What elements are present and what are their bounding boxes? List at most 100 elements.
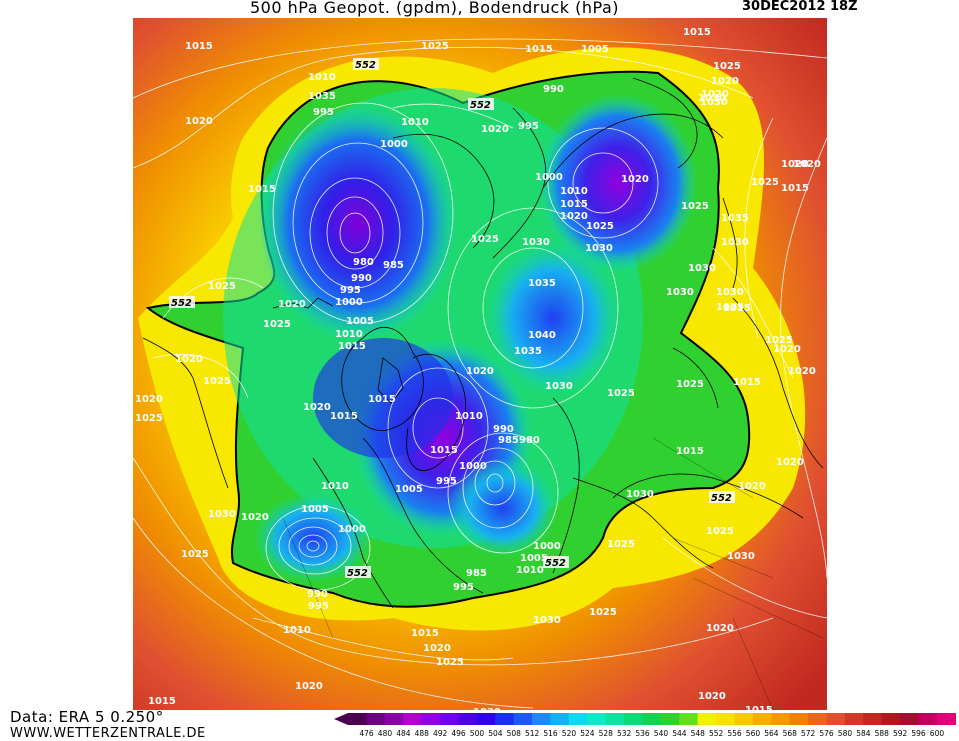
website-credit: WWW.WETTERZENTRALE.DE	[10, 726, 206, 741]
legend-tick-label: 488	[415, 729, 430, 738]
legend-tick-label: 532	[617, 729, 632, 738]
pressure-label: 1015	[745, 705, 773, 710]
pressure-label: 1015	[411, 628, 439, 639]
pressure-label: 1035	[514, 346, 542, 357]
legend-tick-label: 548	[691, 729, 706, 738]
legend-swatch	[697, 713, 717, 725]
legend-swatch	[513, 713, 533, 725]
legend-swatch	[734, 713, 754, 725]
legend-swatch	[771, 713, 791, 725]
pressure-label: 995	[308, 601, 329, 612]
pressure-label: 1000	[335, 297, 363, 308]
low-siberia	[538, 93, 698, 273]
legend-tick-label: 508	[507, 729, 522, 738]
legend-tick-label: 564	[764, 729, 779, 738]
pressure-label: 1000	[459, 461, 487, 472]
pressure-label: 1000	[535, 172, 563, 183]
pressure-label: 1025	[203, 376, 231, 387]
pressure-label: 990	[351, 273, 372, 284]
legend-tick-label: 480	[378, 729, 393, 738]
pressure-label: 1005	[395, 484, 423, 495]
legend-swatch	[881, 713, 901, 725]
pressure-label: 1025	[208, 281, 236, 292]
weather-map: 552 552 552 552 552 552 1015 1025 1015 1005…	[133, 18, 827, 710]
legend-swatch	[900, 713, 919, 725]
pressure-label: 1020	[793, 159, 821, 170]
svg-text:552: 552	[347, 568, 368, 579]
pressure-label: 1025	[421, 41, 449, 52]
legend-tick-label: 600	[930, 729, 945, 738]
legend-tick-label: 476	[359, 729, 374, 738]
pressure-label: 1010	[283, 625, 311, 636]
legend-tick-label: 544	[672, 729, 687, 738]
legend-tick-label: 516	[543, 729, 558, 738]
legend-swatch	[660, 713, 680, 725]
legend-swatch	[789, 713, 809, 725]
valid-time: 30DEC2012 18Z	[742, 0, 858, 14]
pressure-label: 990	[493, 424, 514, 435]
pressure-label: 1020	[738, 481, 766, 492]
pressure-label: 1015	[676, 446, 704, 457]
pressure-label: 1015	[560, 199, 588, 210]
svg-text:552: 552	[545, 558, 566, 569]
pressure-label: 1005	[520, 553, 548, 564]
pressure-label: 1030	[533, 615, 561, 626]
pressure-label: 1030	[688, 263, 716, 274]
color-scale-legend: 476 480 484 488 492 496 500 504 508 512 516 520 524 5…	[334, 713, 956, 738]
pressure-label: 1025	[589, 607, 617, 618]
pressure-label: 1030	[545, 381, 573, 392]
legend-tick-label: 588	[875, 729, 890, 738]
contour-552-labels: 552 552 552 552 552 552	[169, 58, 735, 579]
low-pacific	[253, 493, 373, 583]
pressure-label: 1020	[781, 159, 809, 170]
legend-swatch	[844, 713, 864, 725]
pressure-label: 980	[519, 435, 540, 446]
legend-tick-label: 504	[488, 729, 503, 738]
pressure-label: 985	[498, 435, 519, 446]
legend-swatch	[550, 713, 570, 725]
legend-tick-label: 496	[451, 729, 466, 738]
pressure-label: 1025	[676, 379, 704, 390]
pressure-label: 1030	[522, 237, 550, 248]
pressure-label: 1020	[241, 512, 269, 523]
graticule	[282, 437, 824, 710]
legend-tick-label: 560	[746, 729, 761, 738]
legend-swatch	[384, 713, 404, 725]
legend-swatch	[918, 713, 938, 725]
legend-tick-label: 512	[525, 729, 540, 738]
pressure-label: 1015	[330, 411, 358, 422]
pressure-label: 1005	[301, 504, 329, 515]
legend-swatch	[403, 713, 423, 725]
legend-tick-label: 492	[433, 729, 448, 738]
pressure-label: 1020	[698, 691, 726, 702]
legend-tick-label: 568	[783, 729, 798, 738]
pressure-label: 1005	[581, 44, 609, 55]
pressure-label: 1025	[706, 526, 734, 537]
legend-swatch	[642, 713, 662, 725]
legend-swatch	[679, 713, 699, 725]
chart-title: 500 hPa Geopot. (gpdm), Bodendruck (hPa)	[250, 0, 620, 17]
svg-text:552: 552	[711, 493, 732, 504]
pressure-label: 1015	[723, 303, 751, 314]
pressure-label: 1020	[560, 211, 588, 222]
legend-tick-labels: 476 480 484 488 492 496 500 504 508 512 516 520 524 5…	[359, 729, 944, 738]
pressure-label: 1010	[308, 72, 336, 83]
legend-tick-label: 580	[838, 729, 853, 738]
pressure-label: 1025	[181, 549, 209, 560]
legend-swatch	[752, 713, 772, 725]
legend-tick-label: 556	[727, 729, 742, 738]
trough-core	[313, 338, 453, 458]
pressure-label: 1020	[185, 116, 213, 127]
pressure-label: 1030	[208, 509, 236, 520]
pressure-label: 1005	[346, 316, 374, 327]
pressure-label: 1020	[706, 623, 734, 634]
legend-swatch	[458, 713, 478, 725]
data-source: Data: ERA 5 0.250°	[10, 708, 164, 726]
pressure-label: 1015	[148, 696, 176, 707]
pressure-label: 1030	[626, 489, 654, 500]
legend-swatch	[421, 713, 441, 725]
pressure-label: 995	[313, 107, 334, 118]
pressure-label: 1030	[473, 707, 501, 710]
pressure-label: 1020	[423, 643, 451, 654]
pressure-label: 1000	[380, 139, 408, 150]
